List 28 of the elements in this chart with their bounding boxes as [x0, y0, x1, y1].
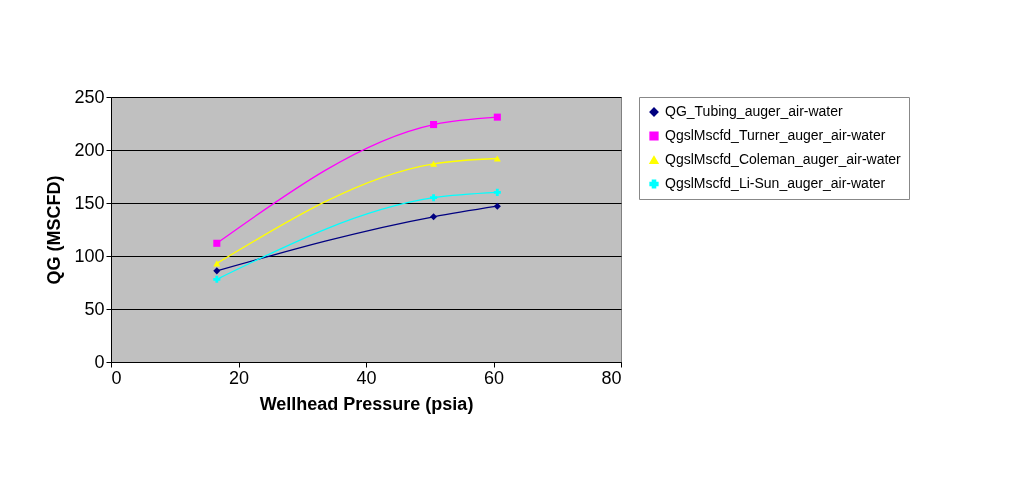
legend-label: QgslMscfd_Coleman_auger_air-water — [665, 151, 902, 167]
point — [493, 113, 501, 121]
point — [430, 194, 438, 202]
y-tick-label: 0 — [94, 351, 105, 372]
point — [430, 160, 438, 167]
y-tick-label: 200 — [74, 139, 105, 160]
legend-label: QgslMscfd_Li-Sun_auger_air-water — [665, 175, 886, 191]
y-axis-title: QG (MSCFD) — [44, 175, 65, 285]
x-tick-label: 0 — [111, 367, 122, 388]
x-tick-label: 20 — [228, 367, 250, 388]
point — [213, 275, 221, 283]
point — [493, 155, 501, 162]
x-axis-title: Wellhead Pressure (psia) — [259, 393, 474, 414]
y-tick-label: 50 — [84, 298, 105, 319]
point — [493, 188, 501, 196]
point — [430, 121, 438, 129]
y-tick-label: 250 — [74, 86, 105, 107]
legend-label: QgslMscfd_Turner_auger_air-water — [665, 127, 886, 143]
y-tick-label: 150 — [74, 192, 105, 213]
point — [430, 213, 438, 221]
point — [493, 202, 501, 210]
point — [213, 239, 221, 247]
point — [213, 267, 221, 275]
x-tick-label: 80 — [601, 367, 622, 388]
y-tick-label: 100 — [74, 245, 105, 266]
legend-label: QG_Tubing_auger_air-water — [665, 103, 844, 119]
x-tick-label: 60 — [483, 367, 505, 388]
x-tick-label: 40 — [356, 367, 377, 388]
